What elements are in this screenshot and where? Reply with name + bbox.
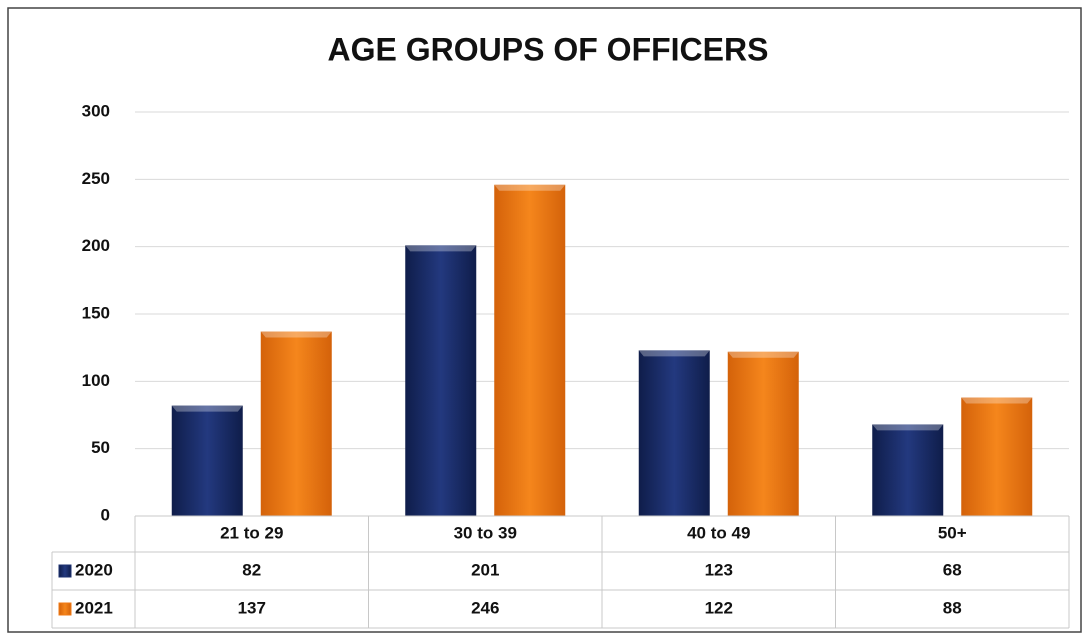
bar-bevel <box>494 184 566 191</box>
bar <box>171 405 243 516</box>
bar <box>727 351 799 516</box>
bar-bevel <box>727 351 799 358</box>
legend-label: 2020 <box>75 560 113 579</box>
bar-bevel <box>872 424 944 431</box>
y-tick-label: 100 <box>82 371 110 390</box>
x-tick-label: 50+ <box>938 523 967 542</box>
data-table-value: 246 <box>471 598 499 617</box>
bar <box>494 184 566 516</box>
bar <box>260 331 332 516</box>
y-tick-label: 300 <box>82 101 110 120</box>
bar <box>638 350 710 516</box>
bar-bevel <box>171 405 243 412</box>
bar-bevel <box>260 331 332 338</box>
x-tick-label: 30 to 39 <box>454 523 517 542</box>
data-table-value: 88 <box>943 598 962 617</box>
bar <box>872 424 944 516</box>
y-tick-label: 50 <box>91 438 110 457</box>
x-tick-label: 21 to 29 <box>220 523 283 542</box>
data-table-value: 122 <box>705 598 733 617</box>
y-tick-label: 0 <box>101 505 110 524</box>
bar <box>961 397 1033 516</box>
bar-bevel <box>638 350 710 357</box>
bar-bevel <box>405 245 477 252</box>
bar-bevel <box>961 397 1033 404</box>
y-tick-label: 250 <box>82 169 110 188</box>
data-table-value: 201 <box>471 560 499 579</box>
data-table-value: 137 <box>238 598 266 617</box>
bar <box>405 245 477 516</box>
data-table-value: 82 <box>242 560 261 579</box>
chart-title: AGE GROUPS OF OFFICERS <box>328 31 769 67</box>
data-table-value: 123 <box>705 560 733 579</box>
y-tick-label: 200 <box>82 236 110 255</box>
legend-swatch <box>58 564 72 578</box>
legend-swatch <box>58 602 72 616</box>
y-tick-label: 150 <box>82 303 110 322</box>
x-tick-label: 40 to 49 <box>687 523 750 542</box>
data-table-value: 68 <box>943 560 962 579</box>
legend-label: 2021 <box>75 598 113 617</box>
